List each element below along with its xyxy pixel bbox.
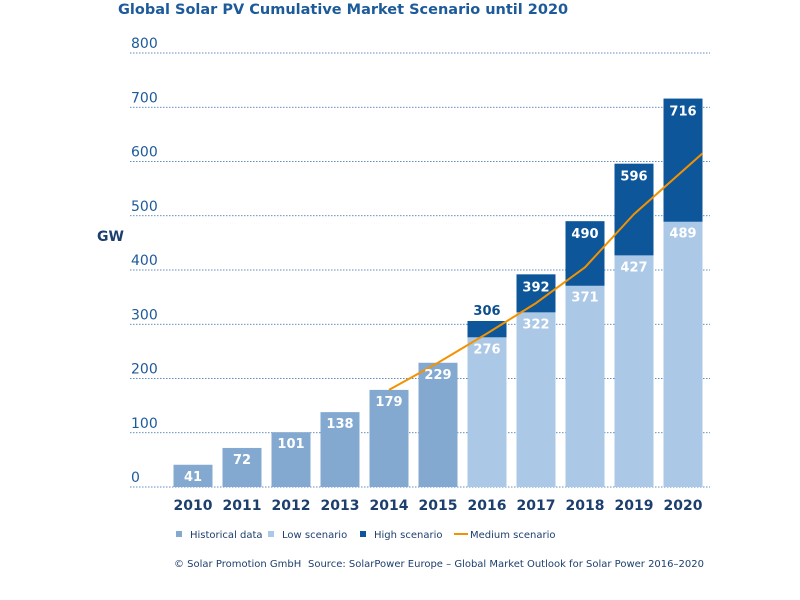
x-tick-label: 2017 xyxy=(517,498,556,514)
x-tick-label: 2011 xyxy=(223,498,262,514)
bar-historical xyxy=(320,412,360,487)
bar-historical xyxy=(271,432,311,487)
legend-label: Historical data xyxy=(190,530,263,541)
bar-low-scenario xyxy=(614,255,654,487)
legend-label: High scenario xyxy=(374,530,443,541)
legend-swatch xyxy=(268,531,274,537)
bar-historical xyxy=(173,464,213,487)
y-axis-label: GW xyxy=(97,229,124,245)
bar-label-historical: 41 xyxy=(184,470,202,485)
legend-label: Medium scenario xyxy=(470,530,556,541)
bar-label-historical: 72 xyxy=(233,453,251,468)
x-tick-label: 2016 xyxy=(468,498,507,514)
x-tick-label: 2012 xyxy=(272,498,311,514)
bar-label-high-scenario: 392 xyxy=(522,280,549,295)
x-axis: 2010 2011 2012 2013 2014 2015 2016 2017 2018 2019… xyxy=(174,498,703,514)
legend-swatch xyxy=(360,531,366,537)
y-tick-label: 100 xyxy=(131,416,158,432)
y-tick-label: 0 xyxy=(131,470,140,486)
y-tick-label: 300 xyxy=(131,307,158,323)
legend: Historical data Low scenario High scenario… xyxy=(176,530,556,541)
bar-label-high-scenario: 490 xyxy=(571,227,598,242)
copyright-text: © Solar Promotion GmbH xyxy=(174,559,302,570)
bar-label-low-scenario: 489 xyxy=(669,227,696,242)
x-tick-label: 2018 xyxy=(566,498,605,514)
bar-low-scenario xyxy=(663,221,703,487)
x-tick-label: 2019 xyxy=(615,498,654,514)
medium-scenario-line xyxy=(388,152,704,391)
y-axis: 0 100 200 300 400 500 600 700 800 xyxy=(131,36,158,486)
bar-label-historical: 138 xyxy=(326,417,353,432)
bar-label-historical: 179 xyxy=(375,395,402,410)
bar-low-scenario xyxy=(467,337,507,487)
chart-title: Global Solar PV Cumulative Market Scenar… xyxy=(118,2,569,18)
x-tick-label: 2020 xyxy=(664,498,703,514)
bar-label-low-scenario: 322 xyxy=(522,317,549,332)
bar-low-scenario xyxy=(565,285,605,487)
bars xyxy=(173,98,703,488)
bar-historical xyxy=(418,362,458,487)
legend-swatch xyxy=(176,531,182,537)
x-tick-label: 2013 xyxy=(321,498,360,514)
gridlines xyxy=(130,52,710,488)
legend-label: Low scenario xyxy=(282,530,347,541)
y-tick-label: 700 xyxy=(131,90,158,106)
bar-historical xyxy=(369,389,409,487)
x-tick-label: 2014 xyxy=(370,498,409,514)
y-tick-label: 500 xyxy=(131,199,158,215)
bar-label-low-scenario: 276 xyxy=(473,342,500,357)
bar-label-low-scenario: 427 xyxy=(620,260,647,275)
bar-label-high-scenario: 596 xyxy=(620,170,647,185)
bar-label-high-scenario: 716 xyxy=(669,105,696,120)
bar-label-historical: 101 xyxy=(277,437,304,452)
bar-labels: 41 72 101 138 179 229 306 276 392 322 490 371 596 427… xyxy=(184,105,697,485)
bar-label-low-scenario: 371 xyxy=(571,291,598,306)
y-tick-label: 200 xyxy=(131,362,158,378)
bar-label-high-scenario: 306 xyxy=(473,304,500,319)
x-tick-label: 2010 xyxy=(174,498,213,514)
y-tick-label: 800 xyxy=(131,36,158,52)
bar-label-historical: 229 xyxy=(424,368,451,383)
medium-scenario-polyline xyxy=(388,152,704,391)
bar-historical xyxy=(222,447,262,487)
y-tick-label: 600 xyxy=(131,145,158,161)
x-tick-label: 2015 xyxy=(419,498,458,514)
source-text: Source: SolarPower Europe – Global Marke… xyxy=(308,559,704,570)
y-tick-label: 400 xyxy=(131,253,158,269)
bar-low-scenario xyxy=(516,312,556,487)
